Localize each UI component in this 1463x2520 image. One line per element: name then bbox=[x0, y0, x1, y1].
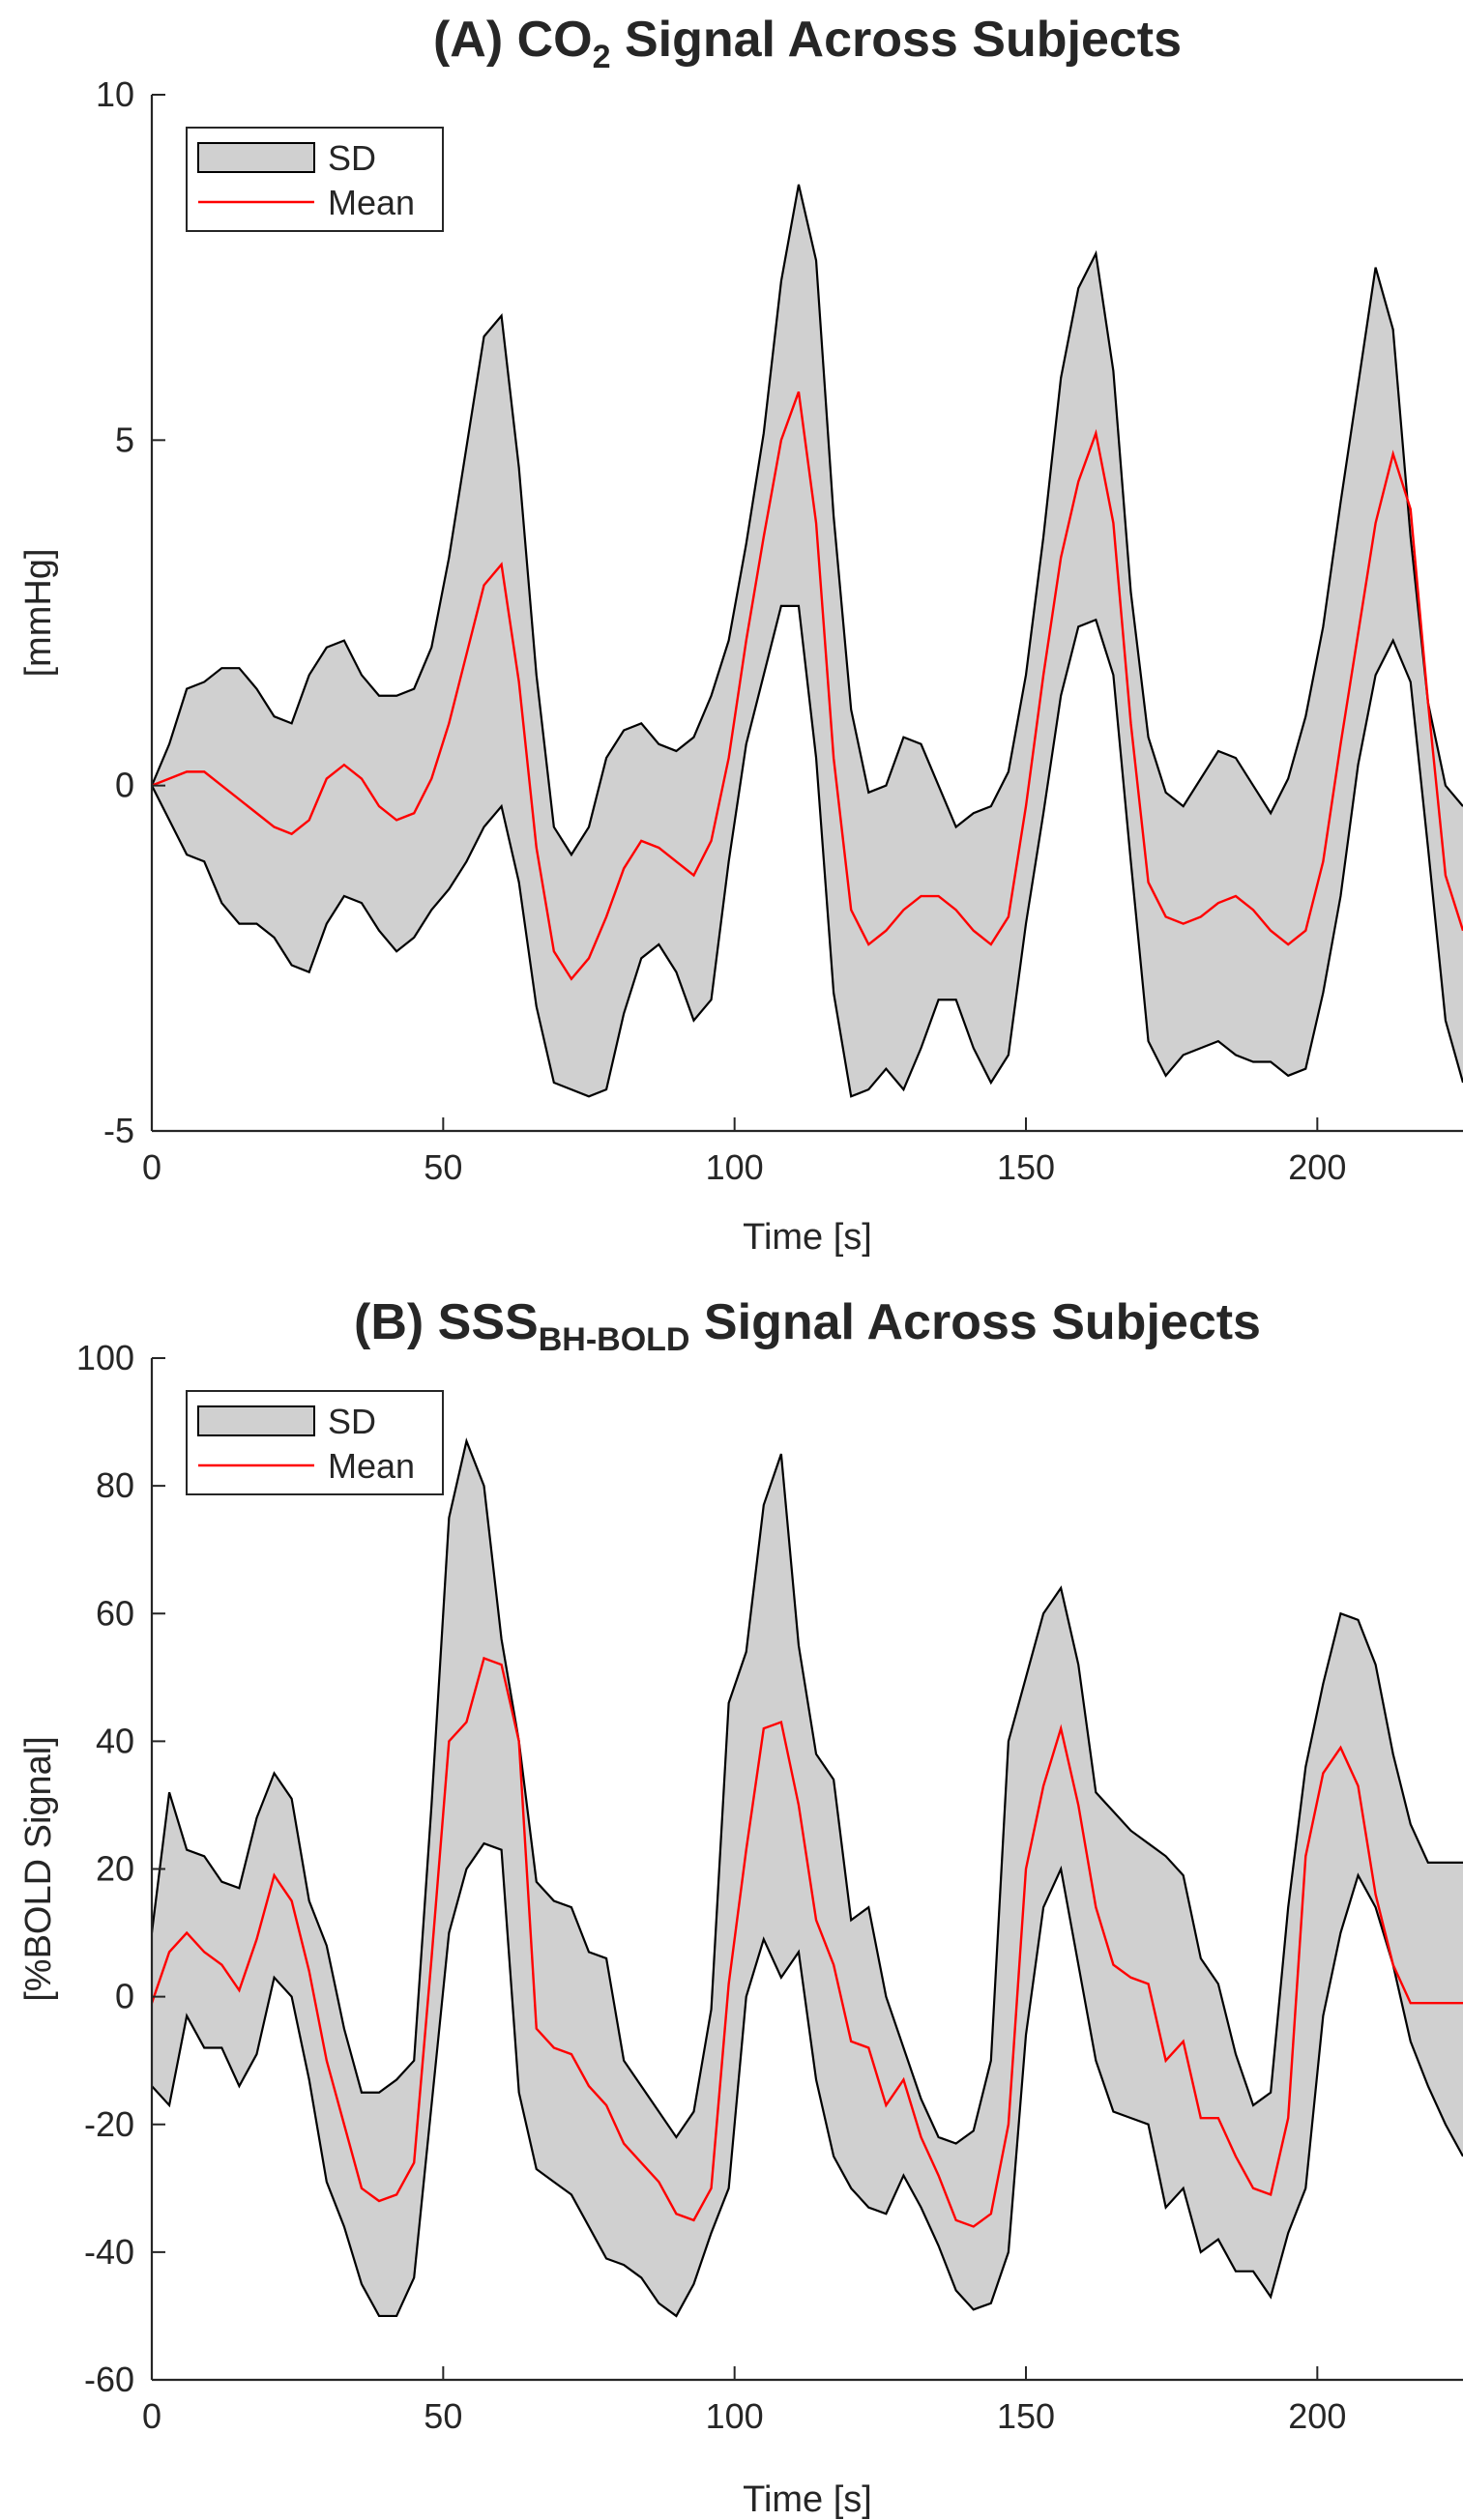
x-tick-label: 0 bbox=[142, 1147, 161, 1187]
sd-lower-line bbox=[152, 604, 1463, 1098]
x-axis-label: Time [s] bbox=[743, 2479, 872, 2520]
y-tick-label: 10 bbox=[96, 74, 134, 114]
sd-upper-line bbox=[152, 184, 1463, 857]
plot-area bbox=[152, 1437, 1463, 2318]
y-tick-label: -40 bbox=[84, 2232, 134, 2272]
sd-band bbox=[152, 1440, 1463, 2316]
y-axis-label: [%BOLD Signal] bbox=[18, 1736, 59, 2002]
legend: SD Mean bbox=[186, 1390, 444, 1495]
legend-sd-swatch bbox=[197, 142, 315, 173]
chart-title: (A) CO2 Signal Across Subjects bbox=[433, 12, 1182, 75]
y-tick-label: 100 bbox=[76, 1338, 134, 1377]
legend-sd-label: SD bbox=[328, 1402, 376, 1441]
mean-line bbox=[152, 391, 1463, 981]
legend-sd-label: SD bbox=[328, 138, 376, 178]
sd-upper-line bbox=[152, 1437, 1463, 2145]
legend-sd-swatch bbox=[197, 1405, 315, 1436]
y-tick-label: -60 bbox=[84, 2360, 134, 2399]
legend-mean-label: Mean bbox=[328, 1446, 415, 1486]
plot-area bbox=[152, 184, 1463, 1098]
y-tick-label: 5 bbox=[115, 420, 134, 459]
y-tick-label: 60 bbox=[96, 1593, 134, 1633]
y-tick-label: 0 bbox=[115, 766, 134, 805]
y-axis-label: [mmHg] bbox=[18, 549, 59, 678]
x-tick-label: 100 bbox=[706, 2396, 764, 2436]
sd-band bbox=[152, 184, 1463, 1097]
y-tick-label: -5 bbox=[103, 1111, 134, 1150]
x-axis-label: Time [s] bbox=[743, 1217, 872, 1258]
x-tick-label: 0 bbox=[142, 2396, 161, 2436]
x-tick-label: 100 bbox=[706, 1147, 764, 1187]
x-tick-label: 150 bbox=[997, 2396, 1055, 2436]
y-tick-label: 80 bbox=[96, 1465, 134, 1505]
legend-mean-label: Mean bbox=[328, 183, 415, 222]
mean-line bbox=[152, 1656, 1463, 2228]
x-tick-label: 50 bbox=[424, 1147, 462, 1187]
y-tick-label: 40 bbox=[96, 1721, 134, 1760]
chart-panel-1: (B) SSSBH-BOLD Signal Across Subjects 0 50… bbox=[18, 1294, 1463, 2520]
sd-lower-line bbox=[152, 1841, 1463, 2318]
chart-title: (B) SSSBH-BOLD Signal Across Subjects bbox=[354, 1294, 1261, 1358]
y-tick-label: 20 bbox=[96, 1849, 134, 1889]
x-tick-label: 200 bbox=[1288, 1147, 1346, 1187]
legend: SD Mean bbox=[186, 127, 444, 232]
y-tick-label: 0 bbox=[115, 1977, 134, 2016]
x-tick-label: 150 bbox=[997, 1147, 1055, 1187]
x-tick-label: 200 bbox=[1288, 2396, 1346, 2436]
x-tick-label: 50 bbox=[424, 2396, 462, 2436]
y-tick-label: -20 bbox=[84, 2104, 134, 2144]
